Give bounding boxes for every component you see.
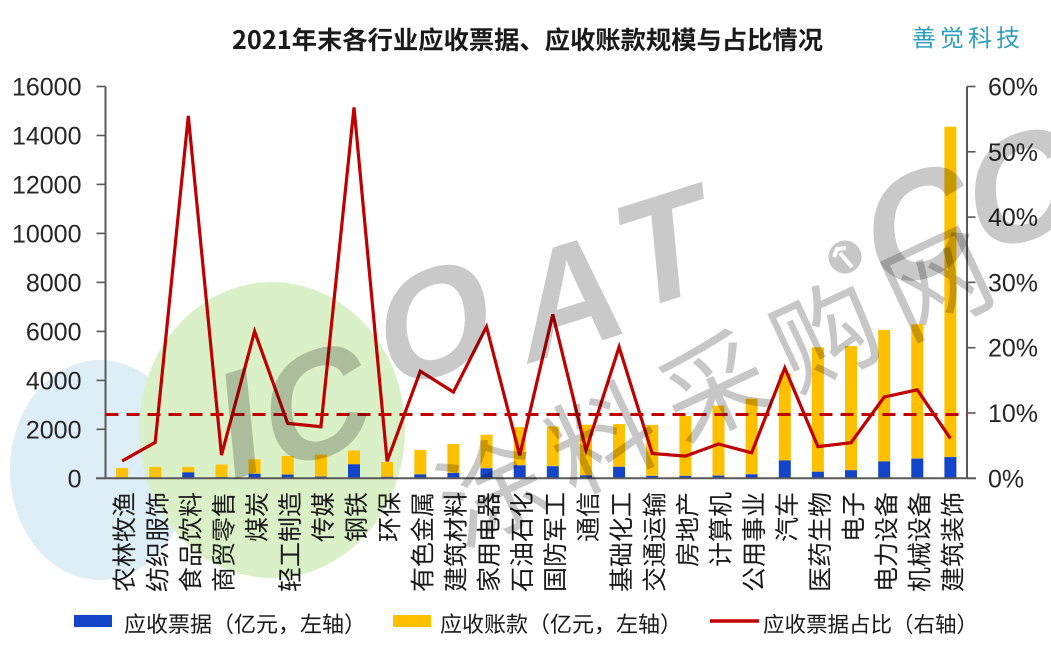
svg-text:14000: 14000	[12, 123, 82, 151]
svg-text:C: C	[860, 124, 980, 327]
svg-text:T: T	[613, 149, 717, 347]
svg-text:0: 0	[68, 465, 82, 493]
svg-text:16000: 16000	[12, 74, 82, 102]
svg-text:30%: 30%	[988, 269, 1038, 297]
svg-text:2000: 2000	[26, 416, 82, 444]
svg-text:O: O	[372, 220, 500, 425]
svg-text:6000: 6000	[26, 318, 82, 346]
svg-text:60%: 60%	[988, 74, 1038, 102]
svg-text:10%: 10%	[988, 400, 1038, 428]
svg-text:20%: 20%	[988, 335, 1038, 363]
svg-text:C: C	[962, 87, 1051, 290]
svg-text:50%: 50%	[988, 139, 1038, 167]
svg-text:A: A	[510, 196, 630, 399]
svg-text:8000: 8000	[26, 269, 82, 297]
svg-text:40%: 40%	[988, 204, 1038, 232]
svg-text:10000: 10000	[12, 220, 82, 248]
svg-text:0%: 0%	[988, 465, 1024, 493]
svg-text:4000: 4000	[26, 367, 82, 395]
svg-text:12000: 12000	[12, 171, 82, 199]
svg-text:C: C	[257, 304, 377, 507]
